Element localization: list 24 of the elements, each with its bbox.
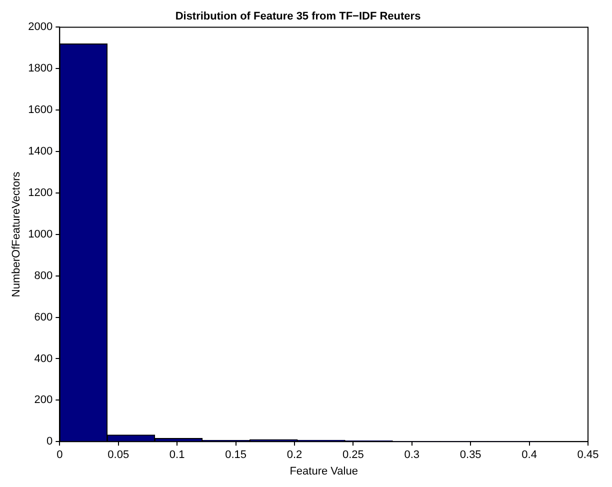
- y-tick-label: 1600: [28, 104, 53, 116]
- y-tick-label: 200: [34, 394, 53, 406]
- x-axis-title: Feature Value: [290, 465, 358, 478]
- y-tick-label: 1800: [28, 62, 53, 75]
- x-tick-label: 0.4: [522, 449, 537, 462]
- x-tick-label: 0.05: [108, 449, 130, 462]
- x-tick-label: 0.3: [404, 449, 420, 462]
- y-tick-label: 1000: [28, 228, 53, 240]
- y-tick-label: 400: [34, 352, 53, 365]
- x-tick-label: 0.45: [577, 449, 599, 462]
- chart-title: Distribution of Feature 35 from TF−IDF Reuters: [175, 10, 421, 23]
- y-axis-title: NumberOfFeatureVectors: [10, 171, 23, 298]
- x-tick-label: 0.1: [169, 449, 185, 462]
- x-tick-label: 0.25: [342, 449, 364, 462]
- y-tick-label: 0: [46, 436, 53, 448]
- x-tick-label: 0.35: [460, 449, 482, 462]
- x-tick-label: 0: [56, 449, 63, 462]
- y-tick-label: 1400: [28, 146, 53, 158]
- y-tick-label: 2000: [28, 21, 53, 34]
- y-tick-label: 600: [34, 311, 53, 324]
- y-tick-label: 1200: [28, 186, 53, 199]
- x-tick-label: 0.2: [286, 449, 302, 462]
- x-tick-label: 0.15: [225, 449, 246, 462]
- y-tick-label: 800: [34, 270, 53, 282]
